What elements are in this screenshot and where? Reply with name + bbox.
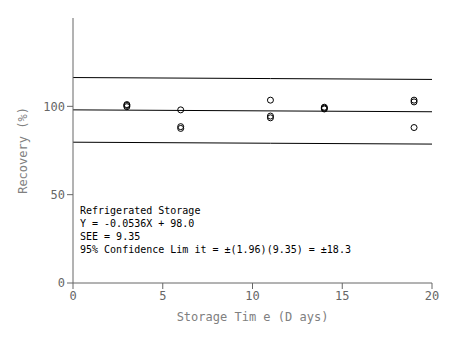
svg-text:15: 15 — [335, 289, 349, 303]
svg-text:Recovery (%): Recovery (%) — [16, 107, 30, 194]
svg-text:5: 5 — [159, 289, 166, 303]
svg-text:0: 0 — [58, 276, 65, 290]
html-text:95% Confidence Lim it = ±(1.96: 95% Confidence Lim it = ±(1.96)(9.35) = … — [80, 244, 351, 255]
svg-text:50: 50 — [51, 188, 65, 202]
svg-text:Storage Tim e (D ays): Storage Tim e (D ays) — [177, 310, 329, 324]
svg-text:100: 100 — [43, 100, 65, 114]
html-text:SEE = 9.35: SEE = 9.35 — [80, 231, 141, 242]
svg-text:0: 0 — [69, 289, 76, 303]
svg-text:20: 20 — [425, 289, 439, 303]
svg-text:10: 10 — [245, 289, 259, 303]
html-text:Refrigerated Storage: Refrigerated Storage — [80, 205, 201, 216]
html-text:Y = -0.0536X + 98.0: Y = -0.0536X + 98.0 — [80, 218, 195, 229]
